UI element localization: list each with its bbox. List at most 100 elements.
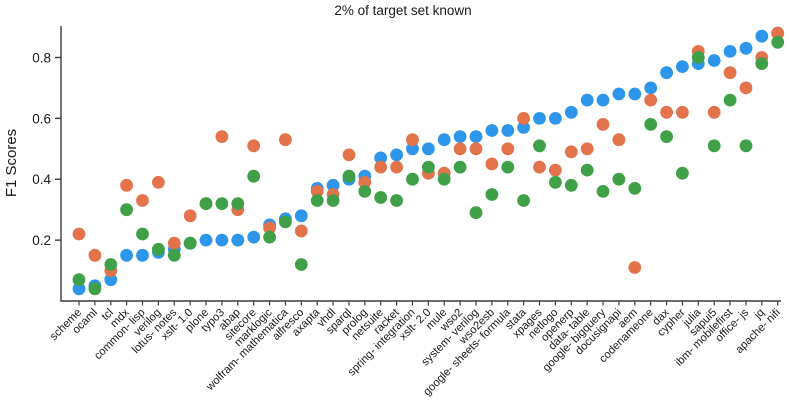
data-point-orange-series: [215, 130, 229, 144]
data-point-green-series: [247, 169, 261, 183]
data-point-green-series: [422, 160, 435, 174]
data-point-green-series: [628, 182, 642, 195]
data-point-green-series: [279, 215, 292, 229]
data-point-orange-series: [183, 209, 197, 223]
data-point-orange-series: [564, 145, 578, 159]
data-point-blue-series: [390, 148, 403, 162]
data-point-green-series: [406, 172, 419, 186]
axis-spine: [60, 26, 781, 302]
data-point-blue-series: [294, 209, 308, 223]
data-point-green-series: [501, 160, 515, 174]
data-point-blue-series: [549, 112, 562, 125]
data-point-green-series: [771, 35, 785, 49]
data-point-blue-series: [644, 81, 658, 95]
y-tick-label: 0.8: [32, 50, 51, 65]
data-point-green-series: [660, 130, 673, 144]
data-point-green-series: [437, 172, 451, 186]
data-point-blue-series: [437, 133, 451, 147]
data-point-blue-series: [453, 130, 467, 144]
data-point-green-series: [215, 197, 229, 211]
data-point-orange-series: [342, 148, 356, 162]
data-point-green-series: [263, 230, 276, 244]
data-point-green-series: [691, 51, 705, 64]
data-point-blue-series: [755, 29, 769, 43]
data-point-green-series: [390, 194, 403, 207]
data-point-blue-series: [104, 273, 118, 287]
data-point-green-series: [517, 194, 530, 207]
data-point-orange-series: [390, 160, 403, 174]
data-point-blue-series: [247, 230, 261, 244]
data-point-green-series: [485, 188, 499, 201]
data-point-orange-series: [644, 93, 658, 107]
data-point-green-series: [358, 185, 372, 198]
data-point-blue-series: [485, 124, 499, 137]
data-point-orange-series: [88, 248, 102, 262]
data-point-orange-series: [120, 178, 133, 192]
data-point-orange-series: [310, 185, 324, 198]
data-point-orange-series: [628, 261, 642, 274]
data-point-green-series: [136, 227, 149, 241]
data-point-blue-series: [231, 233, 245, 247]
data-point-green-series: [294, 258, 308, 271]
y-tick-label: 0.4: [32, 172, 51, 187]
data-point-green-series: [199, 197, 213, 211]
data-point-orange-series: [707, 105, 721, 119]
chart-title: 2% of target set known: [334, 3, 471, 18]
data-point-orange-series: [294, 224, 308, 238]
data-point-orange-series: [771, 26, 785, 40]
data-point-green-series: [104, 258, 118, 271]
data-point-green-series: [755, 57, 769, 70]
data-point-blue-series: [707, 54, 721, 67]
data-point-green-series: [326, 194, 340, 207]
data-point-orange-series: [406, 133, 419, 147]
data-point-orange-series: [72, 227, 86, 241]
data-point-blue-series: [501, 124, 515, 137]
data-point-blue-series: [739, 41, 753, 55]
data-point-green-series: [152, 242, 165, 256]
y-tick-label: 0.2: [32, 233, 51, 248]
data-point-orange-series: [263, 221, 276, 235]
data-point-blue-series: [469, 130, 483, 144]
data-point-green-series: [739, 139, 753, 153]
data-point-blue-series: [596, 93, 610, 107]
data-point-blue-series: [612, 87, 626, 101]
data-point-orange-series: [167, 236, 181, 250]
data-point-orange-series: [739, 81, 753, 95]
data-point-orange-series: [676, 105, 689, 119]
data-point-orange-series: [358, 175, 372, 189]
data-point-green-series: [453, 160, 467, 174]
data-point-green-series: [644, 118, 658, 131]
data-point-orange-series: [247, 139, 261, 153]
data-point-green-series: [533, 139, 546, 153]
data-point-orange-series: [517, 112, 530, 125]
data-point-green-series: [596, 185, 610, 198]
data-point-orange-series: [580, 142, 594, 156]
data-point-green-series: [72, 273, 86, 287]
data-point-green-series: [88, 282, 102, 296]
data-point-orange-series: [612, 133, 626, 147]
data-point-orange-series: [152, 175, 165, 189]
data-point-orange-series: [136, 194, 149, 207]
data-point-orange-series: [596, 118, 610, 131]
data-point-orange-series: [549, 163, 562, 177]
data-point-green-series: [342, 169, 356, 183]
y-axis-label: F1 Scores: [3, 129, 20, 197]
data-point-green-series: [707, 139, 721, 153]
data-point-green-series: [183, 236, 197, 250]
data-point-orange-series: [279, 133, 292, 147]
data-point-orange-series: [501, 142, 515, 156]
data-point-orange-series: [660, 105, 673, 119]
data-points: [72, 26, 785, 296]
data-point-green-series: [676, 166, 689, 180]
data-point-orange-series: [723, 66, 737, 80]
data-point-blue-series: [326, 178, 340, 192]
y-tick-label: 0.6: [32, 111, 51, 126]
data-point-green-series: [723, 93, 737, 107]
data-point-blue-series: [676, 60, 689, 73]
data-point-green-series: [231, 197, 245, 211]
data-point-green-series: [469, 206, 483, 220]
data-point-blue-series: [564, 105, 578, 119]
